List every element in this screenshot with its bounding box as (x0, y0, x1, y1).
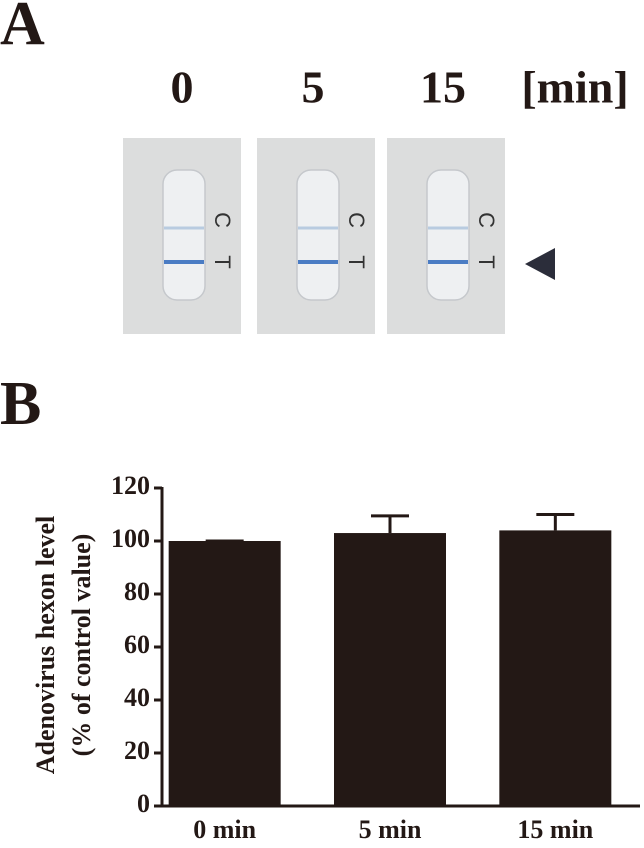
panel-label: A (0, 0, 45, 58)
x-tick-label: 0 min (193, 815, 256, 844)
strip-window (162, 169, 206, 301)
strip-letter: C (210, 212, 235, 228)
strip-letter: T (474, 255, 499, 268)
test-strip: CT (257, 138, 375, 334)
time-label: 15 (420, 62, 466, 113)
arrowhead (525, 248, 555, 280)
y-axis-label: (% of control value) (67, 534, 96, 757)
time-label: 0 (171, 62, 194, 113)
bar-chart: 0 20 40 60 80 100 120 Adenovirus hexon level (% … (31, 471, 640, 844)
x-tick-label: 5 min (359, 815, 422, 844)
bar (168, 541, 281, 806)
y-tick-label: 20 (124, 736, 150, 765)
unit-label: [min] (521, 62, 628, 113)
y-tick-label: 100 (111, 524, 150, 553)
y-tick-label: 40 (124, 683, 150, 712)
y-tick-label: 120 (111, 471, 150, 500)
strip-letter: T (344, 255, 369, 268)
strip-window (296, 169, 340, 301)
bar (499, 530, 612, 806)
strip-letter: T (210, 255, 235, 268)
test-strip: CT (123, 138, 241, 334)
y-axis-label: Adenovirus hexon level (31, 516, 60, 775)
strip-letter: C (474, 212, 499, 228)
panel-label: B (0, 370, 41, 438)
test-strip: CT (387, 138, 505, 334)
x-tick-label: 15 min (517, 815, 593, 844)
y-tick-label: 0 (137, 789, 150, 818)
y-tick-label: 60 (124, 630, 150, 659)
strip-letter: C (344, 212, 369, 228)
bar (334, 533, 446, 806)
strip-window (426, 169, 470, 301)
time-label: 5 (302, 62, 325, 113)
y-tick-label: 80 (124, 577, 150, 606)
